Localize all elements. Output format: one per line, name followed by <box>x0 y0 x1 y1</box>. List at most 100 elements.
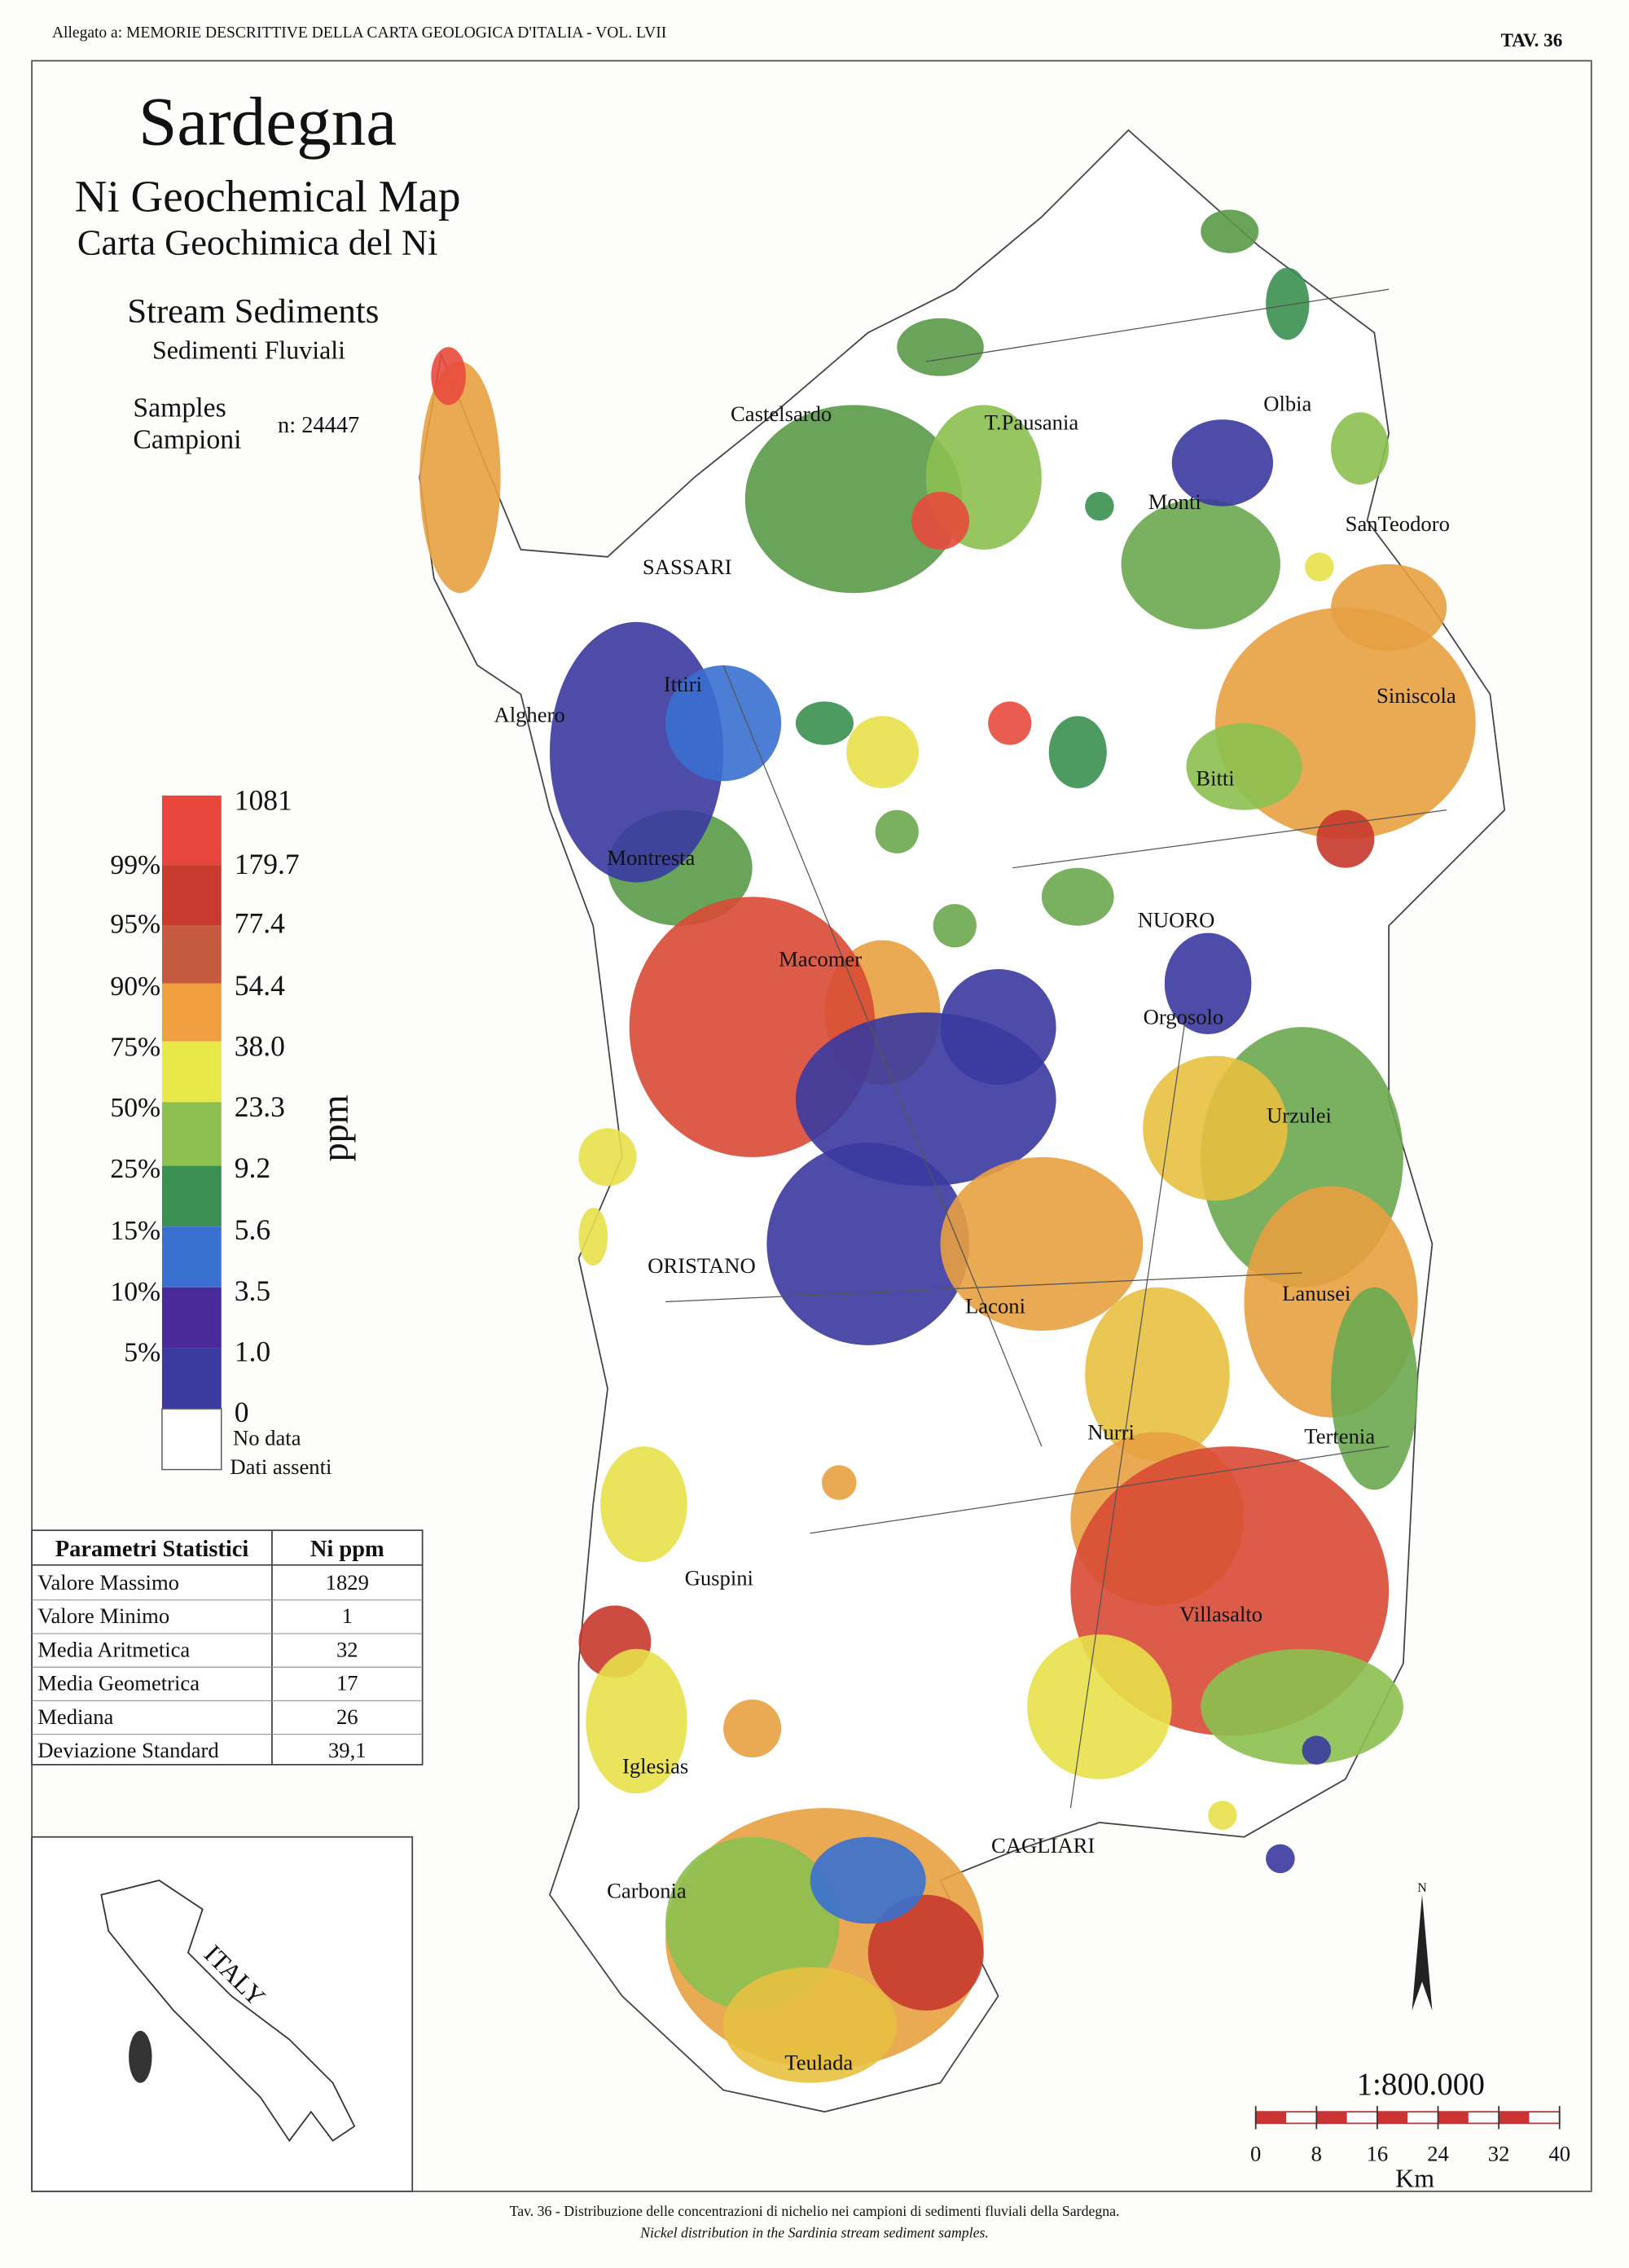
legend-percentile: 10% <box>110 1277 160 1307</box>
scale-unit: Km <box>1395 2165 1434 2193</box>
table-header: Parametri Statistici <box>55 1537 249 1562</box>
caption-en: Nickel distribution in the Sardinia stre… <box>639 2225 989 2241</box>
concentration-area <box>988 701 1032 745</box>
legend-value: 179.7 <box>235 848 300 880</box>
table-cell: 39,1 <box>328 1738 367 1762</box>
concentration-area <box>1121 498 1280 630</box>
concentration-area <box>1085 1287 1230 1461</box>
scale-tick-label: 8 <box>1311 2142 1322 2166</box>
subtitle-it: Sedimenti Fluviali <box>152 336 345 364</box>
table-cell: 1829 <box>326 1570 369 1595</box>
place-label: Alghero <box>494 702 564 726</box>
place-label: SanTeodoro <box>1346 511 1450 536</box>
concentration-area <box>723 1967 898 2083</box>
scale-tick-label: 24 <box>1427 2142 1449 2166</box>
statistics-table: Parametri Statistici Ni ppm Valore Massimo… <box>31 1529 424 1766</box>
concentration-area <box>766 1143 970 1345</box>
concentration-area <box>1208 1801 1237 1830</box>
place-label: Macomer <box>779 946 862 971</box>
concentration-area <box>1186 723 1302 810</box>
concentration-area <box>795 701 854 745</box>
scale: N 1:800.000 Km 0 8 16 24 32 40 <box>1250 1881 1570 2192</box>
sardinia-mark <box>129 2030 152 2083</box>
place-label: Carbonia <box>607 1878 687 1902</box>
table-cell: Media Geometrica <box>37 1671 200 1696</box>
legend-swatch-nodata <box>161 1408 222 1471</box>
legend-swatch <box>161 795 222 866</box>
table-cell: Media Aritmetica <box>37 1637 190 1661</box>
scale-segment <box>1377 2112 1408 2124</box>
scale-segment <box>1438 2112 1469 2124</box>
place-label: ORISTANO <box>648 1253 755 1278</box>
place-label: Urzulei <box>1267 1103 1332 1127</box>
concentration-area <box>419 362 501 594</box>
concentration-area <box>1305 552 1334 582</box>
legend-percentile: 15% <box>110 1216 160 1246</box>
table-cell: 1 <box>342 1603 353 1628</box>
concentration-area <box>1048 716 1107 789</box>
legend-nodata: No data <box>233 1425 301 1450</box>
place-label: SASSARI <box>643 555 732 579</box>
place-label: Nurri <box>1087 1419 1135 1444</box>
scale-ratio: 1:800.000 <box>1357 2067 1485 2102</box>
concentration-area <box>1302 1735 1332 1765</box>
legend-value: 1.0 <box>235 1335 270 1367</box>
place-label: CAGLIARI <box>991 1833 1095 1858</box>
place-label: Tertenia <box>1304 1424 1375 1449</box>
table-cell: 32 <box>336 1637 358 1661</box>
title: Sardegna <box>138 84 397 160</box>
concentration-area <box>578 1128 637 1187</box>
legend-value: 54.4 <box>235 969 285 1002</box>
concentration-area <box>1331 1287 1418 1490</box>
legend-swatch <box>161 1102 222 1166</box>
concentration-area <box>665 1836 840 2011</box>
concentration-area <box>1041 867 1114 926</box>
place-label: Orgosolo <box>1144 1005 1224 1029</box>
place-label: Monti <box>1148 489 1201 514</box>
legend-swatch <box>161 983 222 1042</box>
inset-border <box>31 1836 414 2192</box>
concentration-area <box>723 1699 782 1758</box>
faults <box>665 288 1447 1809</box>
legend-value: 5.6 <box>235 1213 270 1246</box>
legend-percentile: 75% <box>110 1033 160 1063</box>
legend-percentile: 95% <box>110 910 160 940</box>
legend-percentile: 25% <box>110 1154 160 1184</box>
legend-percentile: 50% <box>110 1093 160 1123</box>
place-label: Castelsardo <box>731 401 832 426</box>
scale-tick-label: 16 <box>1367 2142 1389 2166</box>
caption-it: Tav. 36 - Distribuzione delle concentraz… <box>510 2203 1120 2219</box>
title-en: Ni Geochemical Map <box>75 171 461 221</box>
concentration-area <box>875 809 919 853</box>
concentration-area <box>1164 932 1252 1034</box>
italy-outline <box>100 1880 356 2143</box>
concentration-area <box>846 716 919 789</box>
legend-swatch <box>161 925 222 984</box>
concentration-area <box>1266 267 1310 340</box>
scale-segment <box>1499 2112 1530 2124</box>
legend-value: 3.5 <box>235 1274 270 1307</box>
concentration-areas <box>419 209 1476 2083</box>
fault-lines <box>665 288 1447 1809</box>
place-label: Laconi <box>965 1294 1025 1318</box>
concentration-area <box>911 491 970 550</box>
concentration-area <box>1331 412 1390 485</box>
table-cell: Deviazione Standard <box>37 1738 219 1762</box>
scale-tick-label: 0 <box>1250 2142 1261 2166</box>
legend-swatch <box>161 1041 222 1103</box>
table-cell: 17 <box>336 1671 358 1696</box>
title-it: Carta Geochimica del Ni <box>77 222 438 263</box>
north-arrow <box>1412 1894 1433 2011</box>
table-border <box>31 1529 424 1766</box>
place-label: Siniscola <box>1377 683 1456 708</box>
concentration-area <box>1201 1648 1403 1765</box>
frame <box>31 59 1592 2192</box>
concentration-area <box>586 1648 687 1794</box>
place-label: Villasalto <box>1179 1602 1262 1626</box>
legend-value: 1081 <box>235 784 292 817</box>
place-label: Teulada <box>784 2051 853 2075</box>
legend-swatch <box>161 1226 222 1288</box>
concentration-area <box>431 347 466 406</box>
legend-percentile: 99% <box>110 850 160 880</box>
legend-swatch <box>161 1348 222 1409</box>
